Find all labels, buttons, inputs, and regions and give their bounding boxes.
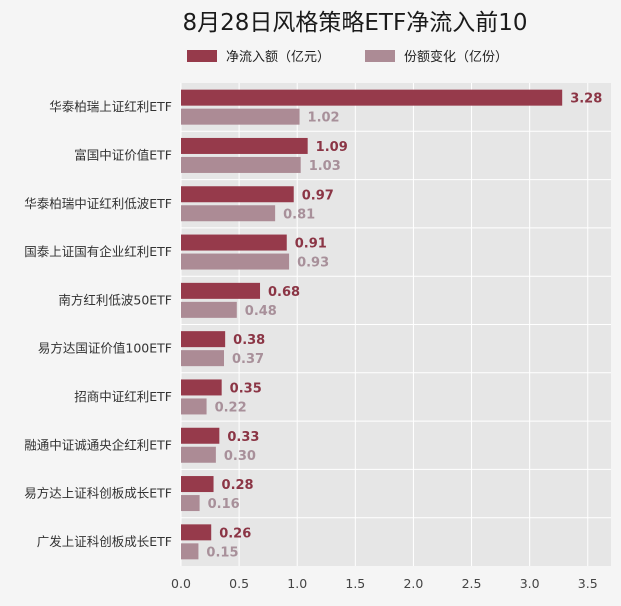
bar-share-change — [181, 157, 301, 173]
x-tick-label: 0.5 — [229, 576, 249, 591]
bar-share-change — [181, 109, 300, 125]
x-tick-label: 3.0 — [520, 576, 540, 591]
legend-swatch-net-inflow — [187, 50, 217, 62]
data-label-share-change: 1.03 — [309, 159, 341, 174]
data-label-net-inflow: 3.28 — [570, 92, 602, 107]
data-label-share-change: 0.15 — [206, 545, 238, 560]
x-tick-label: 3.5 — [578, 576, 598, 591]
bar-share-change — [181, 543, 198, 559]
bar-share-change — [181, 495, 200, 511]
data-label-share-change: 0.30 — [224, 449, 256, 464]
data-label-share-change: 0.22 — [215, 400, 247, 415]
legend-swatch-share-change — [365, 50, 395, 62]
legend: 净流入额（亿元） 份额变化（亿份） — [187, 49, 508, 65]
category-labels: 华泰柏瑞上证红利ETF 富国中证价值ETF 华泰柏瑞中证红利低波ETF 国泰上证国有企… — [24, 99, 172, 549]
category-label: 华泰柏瑞中证红利低波ETF — [24, 196, 172, 211]
x-tick-label: 2.5 — [462, 576, 482, 591]
x-tick-label: 0.0 — [171, 576, 191, 591]
data-label-net-inflow: 1.09 — [316, 140, 348, 155]
category-label: 国泰上证国有企业红利ETF — [24, 244, 172, 259]
data-label-share-change: 1.02 — [308, 111, 340, 126]
bar-net-inflow — [181, 235, 287, 251]
data-label-net-inflow: 0.28 — [222, 478, 254, 493]
bar-net-inflow — [181, 379, 222, 395]
category-label: 南方红利低波50ETF — [58, 292, 172, 307]
data-label-net-inflow: 0.26 — [219, 526, 251, 541]
data-label-share-change: 0.16 — [208, 497, 240, 512]
chart-title: 8月28日风格策略ETF净流入前10 — [183, 10, 528, 36]
bar-net-inflow — [181, 428, 219, 444]
legend-label-share-change: 份额变化（亿份） — [404, 49, 508, 65]
bar-share-change — [181, 398, 207, 414]
bar-net-inflow — [181, 138, 308, 154]
data-label-net-inflow: 0.35 — [230, 381, 262, 396]
category-label: 易方达上证科创板成长ETF — [24, 486, 172, 501]
x-tick-label: 1.0 — [287, 576, 307, 591]
bar-net-inflow — [181, 283, 260, 299]
data-label-net-inflow: 0.38 — [233, 333, 265, 348]
data-label-share-change: 0.48 — [245, 304, 277, 319]
bar-share-change — [181, 350, 224, 366]
bar-net-inflow — [181, 524, 211, 540]
x-axis-ticks: 0.0 0.5 1.0 1.5 2.0 2.5 3.0 3.5 — [171, 576, 598, 591]
bar-share-change — [181, 447, 216, 463]
legend-label-net-inflow: 净流入额（亿元） — [226, 50, 330, 65]
x-tick-label: 1.5 — [345, 576, 365, 591]
bar-share-change — [181, 254, 289, 270]
category-label: 易方达国证价值100ETF — [38, 341, 172, 356]
category-label: 华泰柏瑞上证红利ETF — [49, 99, 172, 114]
data-label-net-inflow: 0.91 — [295, 237, 327, 252]
bar-net-inflow — [181, 331, 225, 347]
bar-net-inflow — [181, 186, 294, 202]
category-label: 广发上证科创板成长ETF — [37, 534, 172, 549]
x-tick-label: 2.0 — [403, 576, 423, 591]
category-label: 融通中证诚通央企红利ETF — [24, 437, 172, 452]
bar-net-inflow — [181, 90, 562, 106]
bar-share-change — [181, 302, 237, 318]
bar-share-change — [181, 205, 275, 221]
category-label: 富国中证价值ETF — [74, 147, 172, 162]
data-label-share-change: 0.37 — [232, 352, 264, 367]
data-label-net-inflow: 0.97 — [302, 188, 334, 203]
data-label-share-change: 0.93 — [297, 256, 329, 271]
data-label-share-change: 0.81 — [283, 207, 315, 222]
category-label: 招商中证红利ETF — [74, 389, 172, 404]
data-label-net-inflow: 0.68 — [268, 285, 300, 300]
bar-net-inflow — [181, 476, 214, 492]
data-label-net-inflow: 0.33 — [227, 430, 259, 445]
